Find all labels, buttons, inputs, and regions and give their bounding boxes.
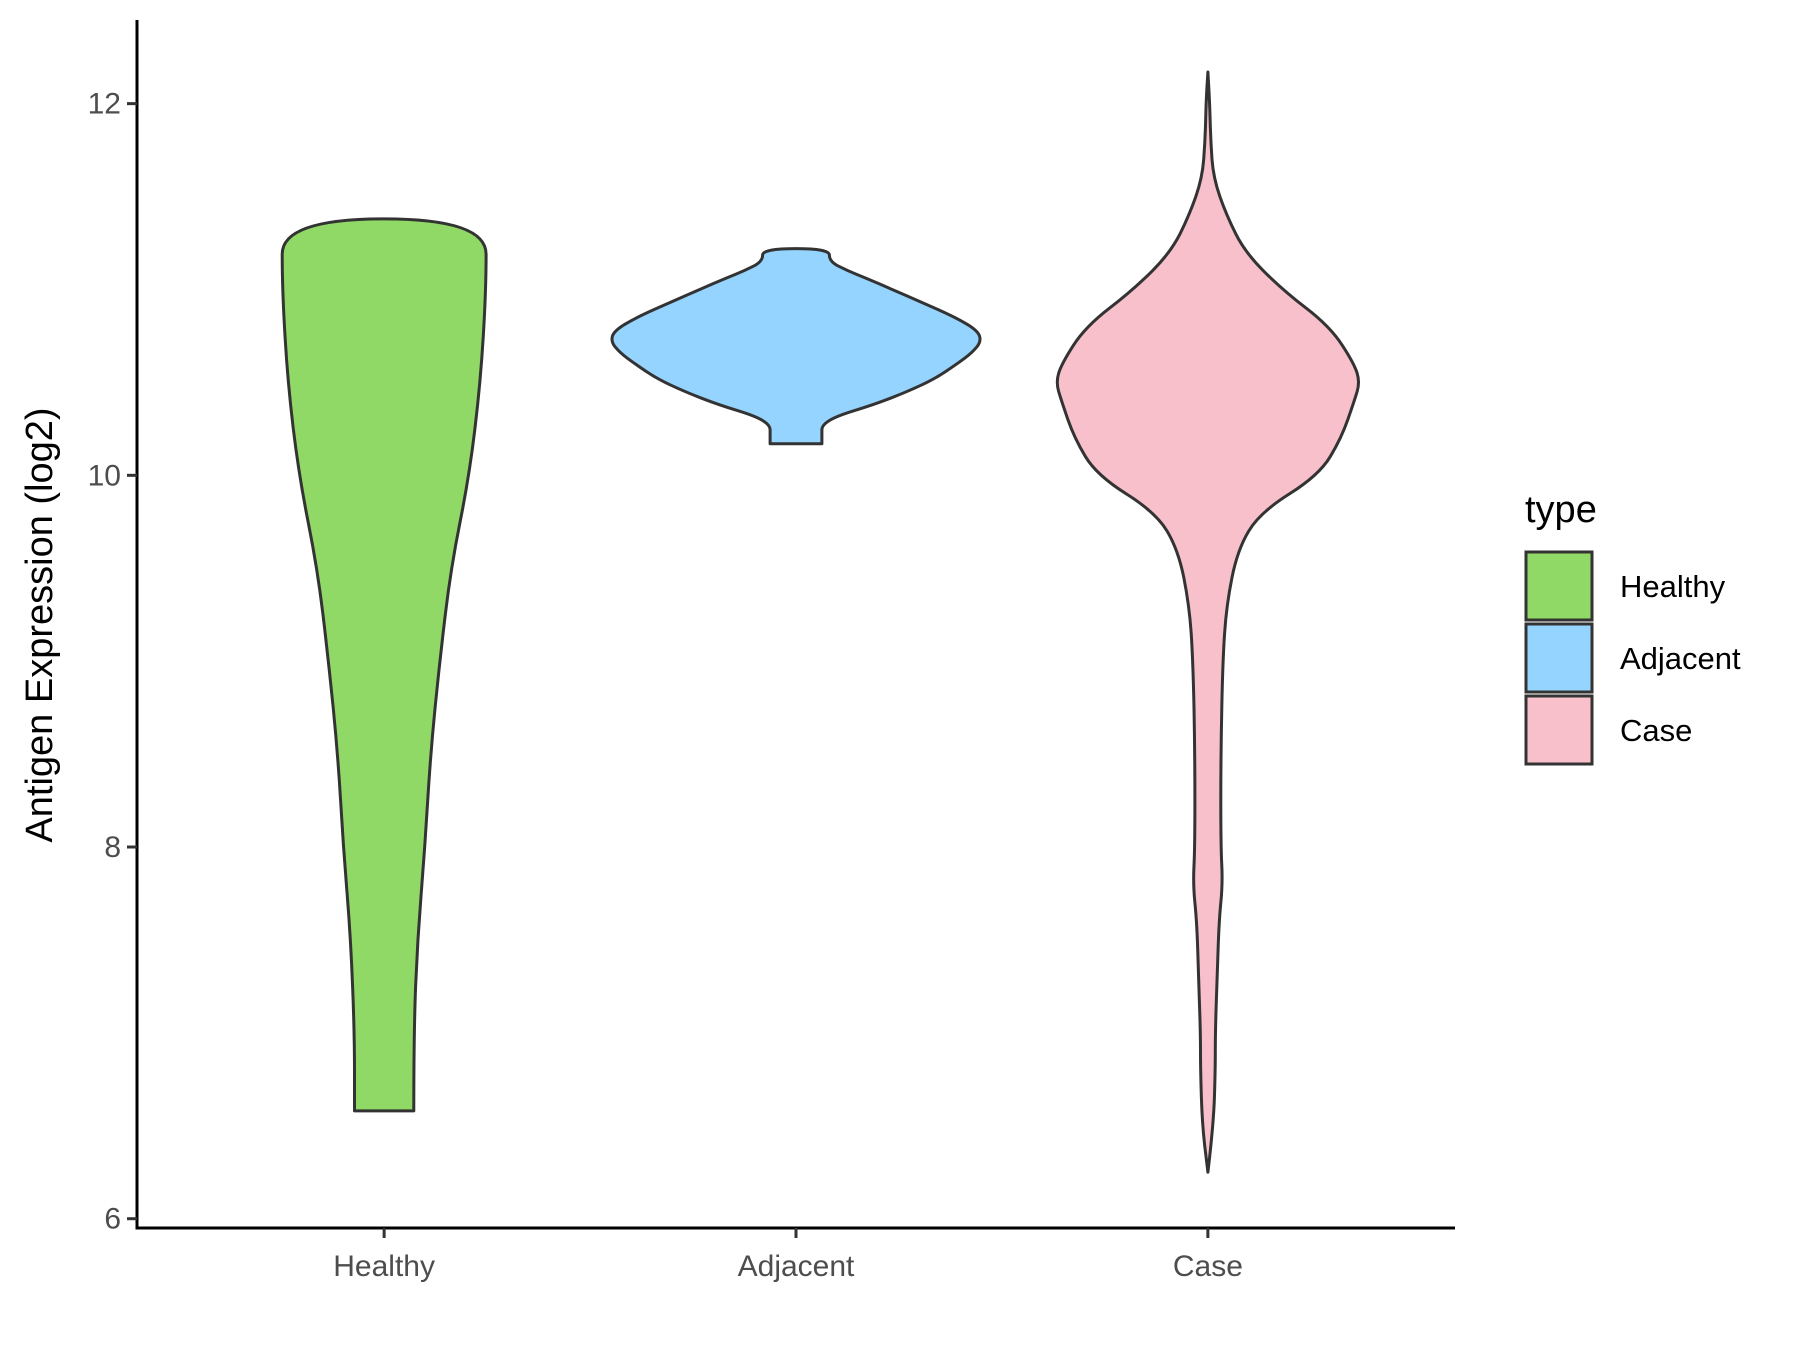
x-axis-ticks: Healthy Adjacent Case [333, 1228, 1243, 1283]
legend: type Healthy Adjacent Case [1524, 489, 1741, 766]
violin-healthy [280, 217, 488, 1113]
x-tick-label: Case [1173, 1250, 1243, 1283]
legend-title: type [1525, 489, 1597, 531]
y-axis-title: Antigen Expression (log2) [19, 407, 61, 842]
legend-items: Healthy Adjacent Case [1524, 550, 1741, 766]
legend-key-healthy [1524, 550, 1594, 622]
legend-label: Case [1620, 713, 1692, 748]
x-tick-label: Healthy [333, 1250, 435, 1283]
violin-case [1055, 70, 1360, 1174]
y-tick-label: 8 [104, 831, 121, 864]
legend-key-adjacent [1524, 622, 1594, 694]
y-tick-label: 6 [104, 1203, 121, 1236]
legend-label: Adjacent [1620, 641, 1741, 676]
legend-label: Healthy [1620, 569, 1726, 604]
violin-adjacent [610, 247, 982, 446]
y-tick-label: 12 [88, 88, 121, 121]
y-axis-ticks: 6 8 10 12 [88, 88, 137, 1236]
violin-layer [280, 70, 1360, 1174]
legend-key-case [1524, 694, 1594, 766]
y-tick-label: 10 [88, 459, 121, 492]
x-tick-label: Adjacent [738, 1250, 855, 1283]
